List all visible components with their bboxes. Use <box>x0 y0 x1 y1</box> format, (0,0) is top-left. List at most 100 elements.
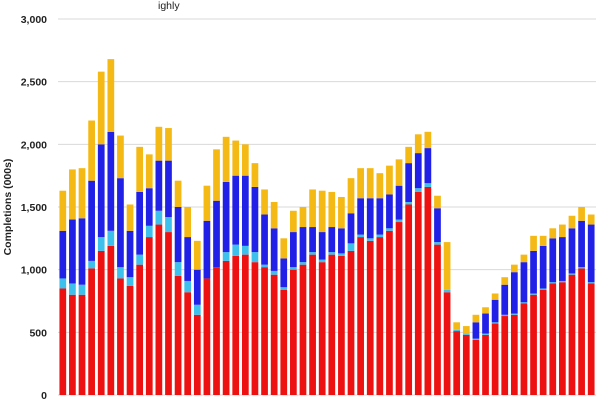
bar-segment-series-4 <box>453 322 461 330</box>
bar-segment-series-1 <box>453 331 461 395</box>
bar-segment-series-1 <box>559 282 566 395</box>
bar-segment-series-3 <box>491 299 499 323</box>
bar-segment-series-2 <box>501 314 509 317</box>
bar-segment-series-4 <box>290 210 297 233</box>
bar-segment-series-2 <box>520 302 528 304</box>
bar-segment-series-3 <box>559 237 566 281</box>
bar-segment-series-1 <box>107 245 115 395</box>
bar-segment-series-3 <box>97 144 105 238</box>
bar-segment-series-2 <box>78 284 86 295</box>
bar-segment-series-4 <box>203 185 211 221</box>
bar-segment-series-1 <box>203 278 211 395</box>
bar-segment-series-4 <box>136 146 144 192</box>
bar-segment-series-4 <box>193 240 201 270</box>
bar-segment-series-2 <box>299 262 307 265</box>
bar-segment-series-3 <box>193 269 201 305</box>
bar-segment-series-2 <box>559 280 566 283</box>
bar-segment-series-2 <box>462 333 470 335</box>
bar-segment-series-1 <box>155 224 163 395</box>
bar-segment-series-4 <box>88 120 95 181</box>
bar-segment-series-1 <box>405 204 413 395</box>
bar-segment-series-4 <box>510 264 518 273</box>
bar-segment-series-2 <box>491 322 499 324</box>
bar-segment-series-1 <box>309 254 316 395</box>
bar-segment-series-2 <box>472 338 480 340</box>
bar-segment-series-1 <box>184 292 192 395</box>
bar-segment-series-1 <box>299 264 307 395</box>
bar-segment-series-3 <box>145 188 153 226</box>
bar-segment-series-1 <box>145 237 153 395</box>
bar-segment-series-2 <box>510 313 518 315</box>
bar-segment-series-2 <box>155 210 163 225</box>
bar-segment-series-3 <box>472 322 480 339</box>
bar-segment-series-4 <box>107 59 115 132</box>
y-axis-label: Completions (000s) <box>2 159 14 256</box>
bar-segment-series-1 <box>472 339 480 395</box>
bar-segment-series-1 <box>568 274 576 395</box>
bar-segment-series-1 <box>280 289 288 395</box>
bar-segment-series-1 <box>241 254 249 395</box>
y-tick-label: 0 <box>41 390 47 400</box>
bar-segment-series-1 <box>501 316 509 395</box>
bar-segment-series-1 <box>97 250 105 395</box>
bar-segment-series-3 <box>578 220 585 268</box>
bar-segment-series-1 <box>165 232 172 395</box>
bar-segment-series-1 <box>59 288 67 395</box>
bar-segment-series-1 <box>357 237 364 395</box>
bar-segment-series-2 <box>165 217 172 233</box>
bar-segment-series-1 <box>270 274 278 395</box>
bar-segment-series-1 <box>366 240 374 395</box>
bar-segment-series-1 <box>578 268 585 395</box>
bar-segment-series-4 <box>222 136 230 182</box>
bar-segment-series-4 <box>338 196 345 229</box>
bar-segment-series-1 <box>69 294 76 395</box>
bar-segment-series-2 <box>424 183 432 187</box>
bar-segment-series-1 <box>482 334 489 395</box>
bar-segment-series-4 <box>482 307 489 314</box>
bar-segment-series-3 <box>261 214 268 265</box>
bar-segment-series-1 <box>347 250 355 395</box>
bar-segment-series-2 <box>443 289 451 293</box>
bar-segment-series-1 <box>78 294 86 395</box>
bar-segment-series-3 <box>482 313 489 334</box>
bar-segment-series-1 <box>510 314 518 395</box>
bars <box>59 59 595 395</box>
bar-segment-series-2 <box>290 267 297 270</box>
bar-segment-series-4 <box>126 204 134 231</box>
bar-segment-series-4 <box>386 165 393 195</box>
bar-segment-series-1 <box>376 237 384 395</box>
bar-segment-series-1 <box>213 267 220 395</box>
bar-segment-series-2 <box>251 252 259 263</box>
bar-segment-series-1 <box>395 222 403 395</box>
bar-segment-series-2 <box>539 288 547 290</box>
bar-segment-series-2 <box>261 264 268 268</box>
bar-segment-series-4 <box>472 314 480 323</box>
bar-segment-series-2 <box>184 280 192 293</box>
bar-segment-series-4 <box>520 254 528 263</box>
bar-segment-series-3 <box>434 208 441 243</box>
bar-segment-series-3 <box>405 163 413 202</box>
bar-segment-series-2 <box>126 277 134 286</box>
bar-segment-series-3 <box>203 220 211 279</box>
bar-segment-series-4 <box>280 238 288 259</box>
bar-segment-series-3 <box>136 191 144 255</box>
bar-segment-series-3 <box>587 224 595 283</box>
bar-segment-series-3 <box>376 198 384 235</box>
bar-segment-series-1 <box>136 264 144 395</box>
bar-segment-series-2 <box>280 287 288 290</box>
bar-segment-series-2 <box>530 293 537 295</box>
bar-segment-series-2 <box>376 234 384 238</box>
bar-segment-series-4 <box>309 189 316 228</box>
bar-segment-series-2 <box>107 230 115 246</box>
bar-segment-series-4 <box>443 242 451 290</box>
bar-segment-series-3 <box>184 237 192 281</box>
bar-segment-series-2 <box>578 267 585 269</box>
bar-segment-series-4 <box>462 326 470 334</box>
bar-segment-series-3 <box>347 213 355 244</box>
bar-segment-series-4 <box>318 190 326 233</box>
bar-segment-series-3 <box>251 186 259 253</box>
bar-segment-series-3 <box>290 232 297 268</box>
bar-segment-series-1 <box>414 191 422 395</box>
bar-segment-series-3 <box>155 160 163 211</box>
bar-segment-series-1 <box>261 267 268 395</box>
